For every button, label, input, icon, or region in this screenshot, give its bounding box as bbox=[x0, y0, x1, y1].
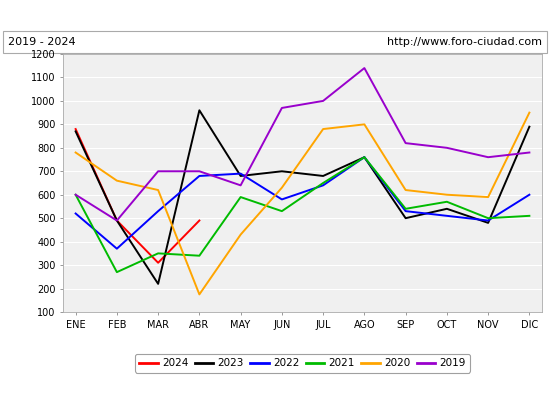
Legend: 2024, 2023, 2022, 2021, 2020, 2019: 2024, 2023, 2022, 2021, 2020, 2019 bbox=[135, 354, 470, 372]
Text: http://www.foro-ciudad.com: http://www.foro-ciudad.com bbox=[387, 37, 542, 47]
Text: Evolucion Nº Turistas Nacionales en el municipio de San Pedro de Mérida: Evolucion Nº Turistas Nacionales en el m… bbox=[46, 8, 504, 22]
Text: 2019 - 2024: 2019 - 2024 bbox=[8, 37, 76, 47]
